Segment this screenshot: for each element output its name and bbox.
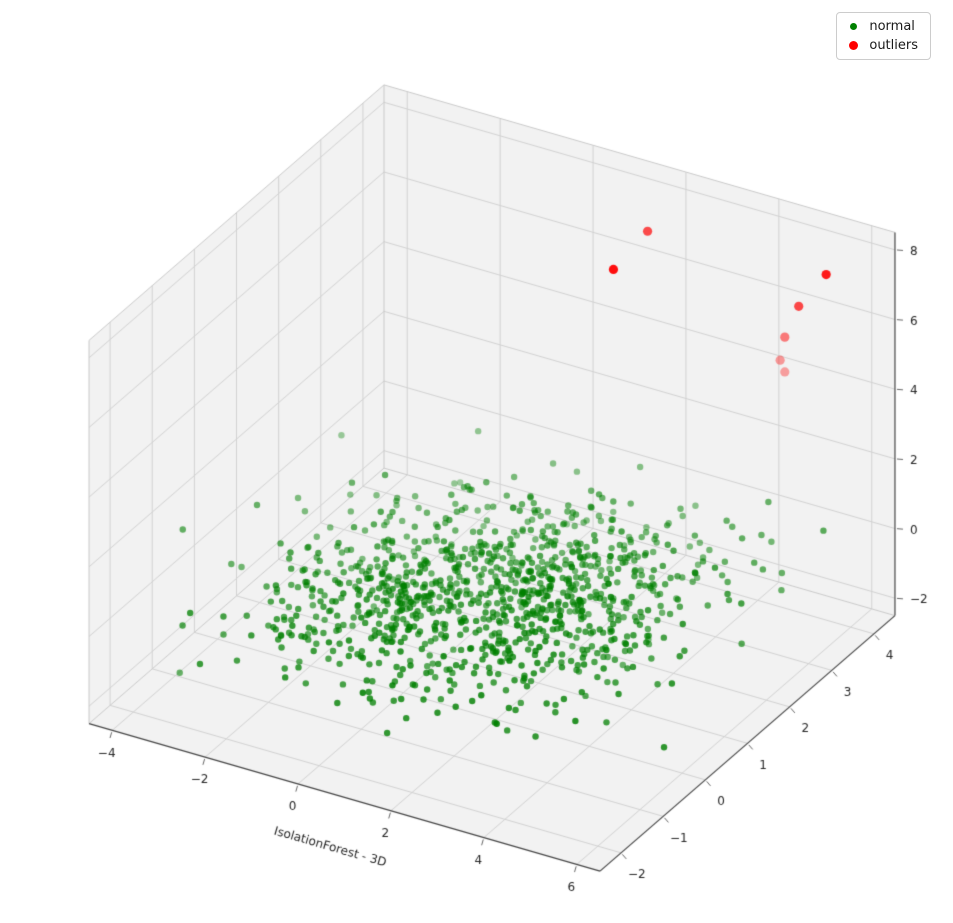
outliers-marker-icon (848, 41, 858, 50)
legend-label-normal: normal (869, 19, 915, 34)
normal-marker-icon (849, 23, 857, 30)
legend-label-outliers: outliers (869, 38, 918, 53)
legend-item-normal: normal (846, 20, 918, 33)
legend-marker-box (846, 23, 860, 30)
legend: normal outliers (836, 12, 931, 60)
legend-item-outliers: outliers (846, 39, 918, 52)
legend-marker-box (846, 41, 860, 50)
